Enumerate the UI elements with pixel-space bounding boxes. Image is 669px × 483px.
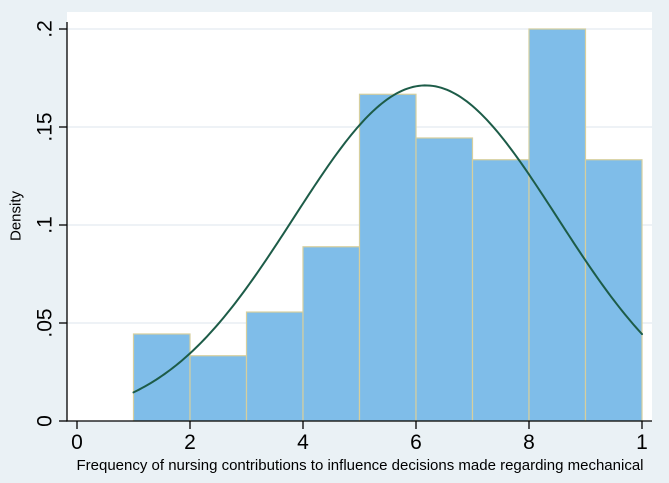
x-tick-label-8: 8 <box>523 431 535 454</box>
y-tick-label-.05: .05 <box>33 308 57 338</box>
y-axis-title: Density <box>7 190 25 242</box>
histogram-bar-9 <box>584 159 643 422</box>
x-tick-label-6: 6 <box>410 431 422 454</box>
y-tick-label-0: 0 <box>33 415 57 427</box>
normal-density-curve <box>132 84 643 394</box>
x-tick-label-4: 4 <box>297 431 309 454</box>
histogram-bar-3 <box>245 311 304 422</box>
y-tick-label-.15: .15 <box>33 112 57 142</box>
x-tick-label-1: 1 <box>636 431 648 454</box>
x-tick-label-0: 0 <box>71 431 83 454</box>
y-tick-label-.1: .1 <box>33 216 57 234</box>
histogram-bar-5 <box>358 93 417 422</box>
histogram-bar-7 <box>471 159 530 422</box>
x-tick-label-2: 2 <box>184 431 196 454</box>
histogram-bar-8 <box>528 28 587 422</box>
histogram-bar-4 <box>302 246 361 422</box>
y-tick-label-.2: .2 <box>33 20 57 38</box>
x-axis-title: Frequency of nursing contributions to in… <box>76 457 644 474</box>
histogram-bar-2 <box>189 355 248 422</box>
histogram-bar-1 <box>132 333 191 422</box>
histogram-bar-6 <box>415 137 474 422</box>
